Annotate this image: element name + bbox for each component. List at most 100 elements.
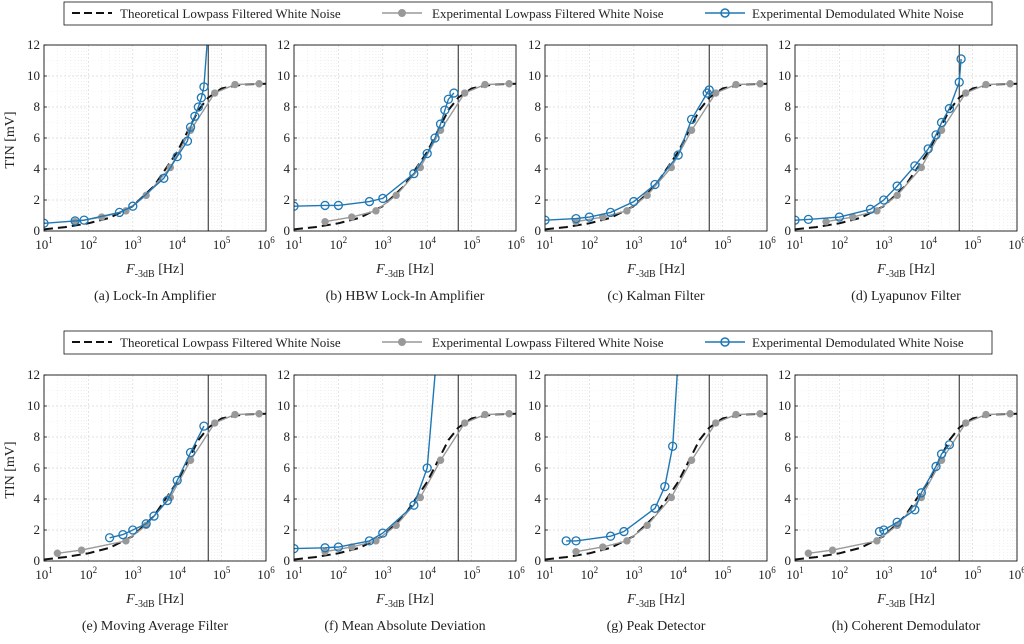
x-tick-exp: 2 [343, 235, 348, 245]
x-tick-exp: 4 [431, 565, 436, 575]
x-tick-base: 10 [124, 237, 137, 252]
demod-point [185, 122, 196, 132]
lp-point [53, 549, 62, 557]
demod-point [128, 525, 138, 535]
x-axis-label-sub: -3dB [636, 599, 656, 610]
y-tick-label: 4 [34, 491, 41, 506]
y-tick-label: 4 [284, 161, 291, 176]
demod-point [673, 150, 683, 160]
y-tick-label: 2 [785, 522, 792, 537]
x-tick-base: 10 [418, 567, 431, 582]
legend-middle: Theoretical Lowpass Filtered White Noise… [63, 330, 993, 355]
y-tick-label: 4 [535, 491, 542, 506]
x-tick-label: 102 [581, 565, 599, 582]
demod-point [449, 88, 459, 98]
x-axis-label-main: F [375, 262, 385, 277]
x-tick-exp: 4 [682, 565, 687, 575]
demod-point [422, 148, 432, 159]
y-tick-label: 6 [284, 130, 291, 145]
x-tick-exp: 3 [387, 235, 392, 245]
demod-point [409, 500, 419, 510]
x-tick-label: 102 [831, 235, 849, 252]
x-tick-exp: 6 [1021, 235, 1024, 245]
x-tick-exp: 1 [48, 235, 53, 245]
y-tick-label: 10 [778, 398, 791, 413]
panel-caption: (f) Mean Absolute Deviation [324, 619, 485, 634]
x-tick-base: 10 [919, 237, 932, 252]
lp-point [732, 80, 740, 89]
y-tick-label: 10 [528, 398, 541, 413]
x-tick-label: 101 [285, 565, 303, 582]
theory-line [545, 412, 767, 561]
demod-point [294, 201, 299, 211]
demod-point [409, 168, 419, 179]
demod-point [629, 196, 639, 207]
theory-line [545, 82, 767, 231]
x-axis-label-main: F [876, 592, 886, 607]
x-tick-label: 103 [124, 565, 142, 582]
lp-point [231, 410, 239, 419]
x-tick-label: 103 [875, 565, 893, 582]
x-tick-exp: 3 [888, 235, 893, 245]
y-tick-label: 0 [34, 553, 41, 568]
x-tick-exp: 2 [93, 565, 98, 575]
x-tick-exp: 4 [932, 235, 937, 245]
lp-point [756, 410, 764, 418]
x-axis-label: F-3dB [Hz] [876, 262, 935, 280]
x-tick-base: 10 [758, 237, 771, 252]
y-tick-label: 8 [785, 99, 792, 114]
y-tick-label: 12 [778, 367, 791, 382]
x-tick-exp: 2 [594, 235, 599, 245]
x-tick-label: 102 [330, 565, 348, 582]
demod-point [879, 525, 889, 535]
lp-point [231, 80, 239, 89]
x-tick-label: 103 [374, 565, 392, 582]
legend-middle-box [63, 330, 993, 355]
panel-caption: (h) Coherent Demodulator [832, 619, 981, 634]
x-tick-exp: 3 [137, 235, 142, 245]
x-tick-base: 10 [669, 567, 682, 582]
legend-top-demod-label: Experimental Demodulated White Noise [752, 6, 964, 21]
lp-point [643, 191, 651, 200]
x-tick-base: 10 [536, 237, 549, 252]
demod-point [910, 505, 920, 515]
demod-point [605, 207, 616, 218]
y-tick-label: 10 [277, 68, 290, 83]
x-tick-exp: 6 [270, 565, 275, 575]
y-tick-label: 4 [284, 491, 291, 506]
y-tick-label: 12 [277, 37, 290, 52]
x-tick-base: 10 [418, 237, 431, 252]
lp-point [392, 521, 400, 530]
x-tick-base: 10 [374, 237, 387, 252]
x-tick-exp: 2 [844, 235, 849, 245]
x-axis-label-unit: [Hz] [656, 262, 685, 277]
demod-line [795, 58, 962, 221]
x-tick-base: 10 [1008, 567, 1021, 582]
panel-caption: (e) Moving Average Filter [82, 619, 229, 634]
x-tick-label: 101 [536, 235, 554, 252]
demod-point [561, 536, 571, 546]
x-tick-label: 106 [758, 565, 776, 582]
demod-point [865, 204, 876, 214]
x-axis-label-main: F [125, 262, 135, 277]
x-tick-label: 102 [831, 565, 849, 582]
x-axis-label: F-3dB [Hz] [876, 592, 935, 610]
y-tick-label: 4 [34, 161, 41, 176]
series-group [545, 375, 767, 561]
x-tick-label: 101 [285, 235, 303, 252]
demod-point [320, 543, 330, 553]
demod-point [931, 461, 941, 472]
x-axis-label: F-3dB [Hz] [375, 262, 434, 280]
x-tick-label: 106 [1008, 565, 1024, 582]
lp-point [822, 218, 830, 226]
x-axis-label-unit: [Hz] [906, 262, 935, 277]
theory-line [294, 82, 516, 231]
x-tick-base: 10 [168, 237, 181, 252]
x-tick-exp: 3 [638, 235, 643, 245]
y-tick-label: 0 [284, 223, 291, 238]
